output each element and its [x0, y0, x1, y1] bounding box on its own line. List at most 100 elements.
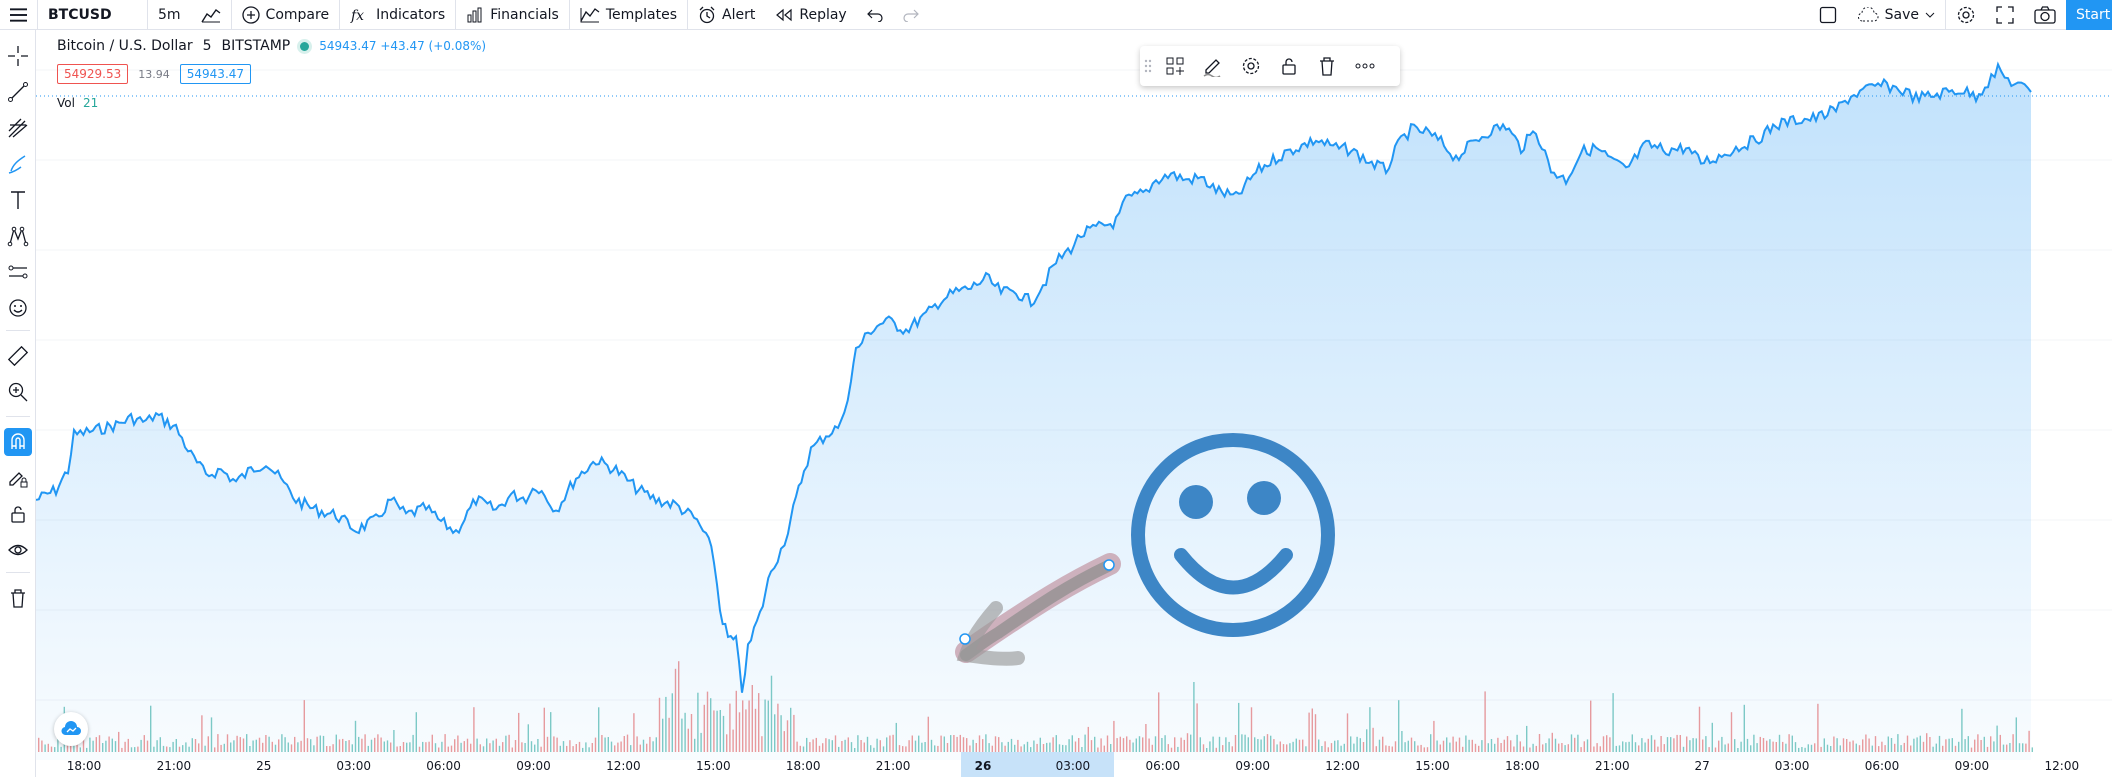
trash-icon [1320, 57, 1334, 76]
financials-button[interactable]: Financials [456, 0, 570, 30]
ruler-lines-icon [8, 265, 28, 279]
pencil-lock-icon [9, 472, 28, 488]
fullscreen-icon [1996, 6, 2014, 24]
time-axis-label: 06:00 [1145, 759, 1181, 773]
fx-icon: fx [350, 8, 364, 24]
hide-drawings-tool[interactable] [4, 536, 32, 564]
save-button[interactable]: Save [1847, 0, 1946, 30]
redo-button[interactable] [893, 0, 929, 30]
lock-drawings-tool[interactable] [4, 500, 32, 528]
cloud-sync-button[interactable] [54, 712, 88, 746]
rewind-icon [776, 8, 792, 21]
volume-bar [2031, 747, 2033, 752]
smiley-drawing[interactable] [1131, 433, 1335, 637]
spread-value: 13.94 [138, 67, 170, 81]
compare-label: Compare [265, 6, 330, 23]
gear-icon [1242, 57, 1260, 75]
settings-button[interactable] [1946, 0, 1986, 30]
magnet-icon [11, 433, 25, 449]
stay-drawing-tool[interactable] [4, 464, 32, 492]
cloud-icon [61, 721, 81, 736]
symbol-title[interactable]: Bitcoin / U.S. Dollar [57, 38, 193, 54]
time-axis-label: 03:00 [336, 759, 371, 773]
brush-icon [8, 155, 26, 174]
compare-button[interactable]: Compare [232, 0, 341, 30]
start-button[interactable]: Start [2066, 0, 2112, 30]
zoom-tool[interactable] [4, 378, 32, 406]
magnet-tool[interactable] [4, 428, 32, 456]
buy-price-button[interactable]: 54943.47 [179, 64, 252, 84]
cloud-icon [1857, 7, 1879, 22]
trash-icon [11, 589, 25, 608]
drag-handle[interactable] [1140, 46, 1156, 86]
eye-icon [8, 544, 28, 556]
time-axis-label: 26 [974, 759, 992, 773]
interval-button[interactable]: 5m [158, 6, 181, 23]
grip-dots-icon [1144, 59, 1152, 73]
symbol-interval: 5 [202, 38, 212, 54]
replay-button[interactable]: Replay [765, 0, 856, 30]
chart-type-button[interactable] [191, 0, 232, 30]
replay-label: Replay [799, 6, 847, 23]
quote-value: 54943.47 +43.47 (+0.08%) [319, 39, 487, 53]
alarm-clock-icon [699, 6, 715, 23]
sell-price-button[interactable]: 54929.53 [57, 64, 129, 84]
symbol-search[interactable]: BTCUSD [38, 0, 148, 30]
line-color-button[interactable] [1194, 46, 1232, 86]
more-options-button[interactable] [1346, 46, 1384, 86]
time-axis-label: 18:00 [66, 759, 102, 773]
text-tool[interactable] [4, 186, 32, 214]
brush-drawing[interactable] [955, 553, 1121, 666]
menu-button[interactable] [0, 0, 38, 30]
time-axis-label: 09:00 [1235, 759, 1270, 773]
time-axis-label: 09:00 [516, 759, 551, 773]
layout-button[interactable] [1809, 0, 1847, 30]
add-template-button[interactable] [1156, 46, 1194, 86]
unlock-icon [1282, 58, 1296, 75]
trend-line-tool[interactable] [4, 78, 32, 106]
delete-drawing-button[interactable] [1308, 46, 1346, 86]
brush-tool[interactable] [4, 150, 32, 178]
time-axis-label: 27 [1694, 759, 1710, 773]
volume-legend: Vol 21 [57, 96, 98, 110]
time-axis-label: 18:00 [785, 759, 821, 773]
alert-button[interactable]: Alert [688, 0, 765, 30]
time-axis-label: 06:00 [426, 759, 461, 773]
remove-drawings-tool[interactable] [4, 584, 32, 612]
toolbar-divider [6, 572, 30, 573]
price-chart[interactable] [36, 30, 2112, 777]
drawing-settings-button[interactable] [1232, 46, 1270, 86]
crosshair-icon [8, 46, 28, 66]
measure-tool[interactable] [4, 342, 32, 370]
fullscreen-button[interactable] [1986, 0, 2024, 30]
camera-icon [2034, 6, 2056, 24]
icon-tool[interactable] [4, 294, 32, 322]
save-label: Save [1884, 7, 1919, 23]
candles-icon [200, 8, 220, 22]
volume-label[interactable]: Vol [57, 96, 75, 110]
market-status-badge[interactable] [300, 41, 310, 51]
fib-tool[interactable] [4, 114, 32, 142]
time-axis-label: 15:00 [696, 759, 731, 773]
toolbar-divider [6, 330, 30, 331]
time-axis-label: 06:00 [1864, 759, 1900, 773]
undo-button[interactable] [857, 0, 893, 30]
unlock-icon [11, 506, 25, 523]
templates-label: Templates [605, 6, 678, 23]
grid-plus-icon [1166, 57, 1184, 75]
snapshot-button[interactable] [2024, 0, 2066, 30]
chart-legend: Bitcoin / U.S. Dollar 5 BITSTAMP 54943.4… [57, 38, 486, 54]
gear-icon [1957, 6, 1975, 24]
crosshair-tool[interactable] [4, 42, 32, 70]
prediction-tool[interactable] [4, 258, 32, 286]
drawing-toolbar [0, 30, 36, 777]
indicators-button[interactable]: fx Indicators [340, 0, 457, 30]
svg-text:fx: fx [350, 8, 364, 24]
pitchfork-icon [8, 118, 28, 138]
floating-drawing-toolbar [1140, 46, 1400, 86]
lock-drawing-button[interactable] [1270, 46, 1308, 86]
bar-chart-icon [467, 7, 482, 22]
templates-button[interactable]: Templates [570, 0, 689, 30]
indicators-label: Indicators [376, 6, 446, 23]
pattern-tool[interactable] [4, 222, 32, 250]
